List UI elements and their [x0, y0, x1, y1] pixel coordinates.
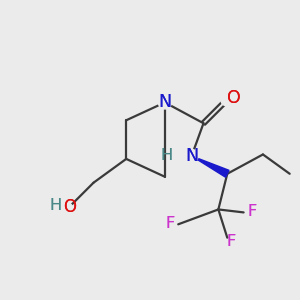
Text: O: O: [63, 198, 76, 216]
Circle shape: [60, 203, 73, 216]
Text: O: O: [227, 89, 241, 107]
Text: N: N: [185, 147, 198, 165]
Text: F: F: [226, 234, 236, 249]
Text: H: H: [50, 198, 61, 213]
Circle shape: [185, 149, 198, 163]
Circle shape: [158, 96, 171, 109]
Text: F: F: [226, 234, 236, 249]
Text: N: N: [185, 147, 198, 165]
Text: O: O: [227, 89, 241, 107]
Text: F: F: [247, 204, 256, 219]
Text: N: N: [158, 93, 171, 111]
Text: N: N: [158, 93, 171, 111]
Text: H: H: [50, 198, 61, 213]
Text: H: H: [160, 148, 172, 164]
Polygon shape: [192, 156, 229, 177]
Text: F: F: [165, 216, 175, 231]
Text: F: F: [247, 204, 256, 219]
Text: O: O: [63, 198, 76, 216]
Text: H: H: [160, 148, 172, 164]
Circle shape: [221, 93, 234, 106]
Text: F: F: [165, 216, 175, 231]
